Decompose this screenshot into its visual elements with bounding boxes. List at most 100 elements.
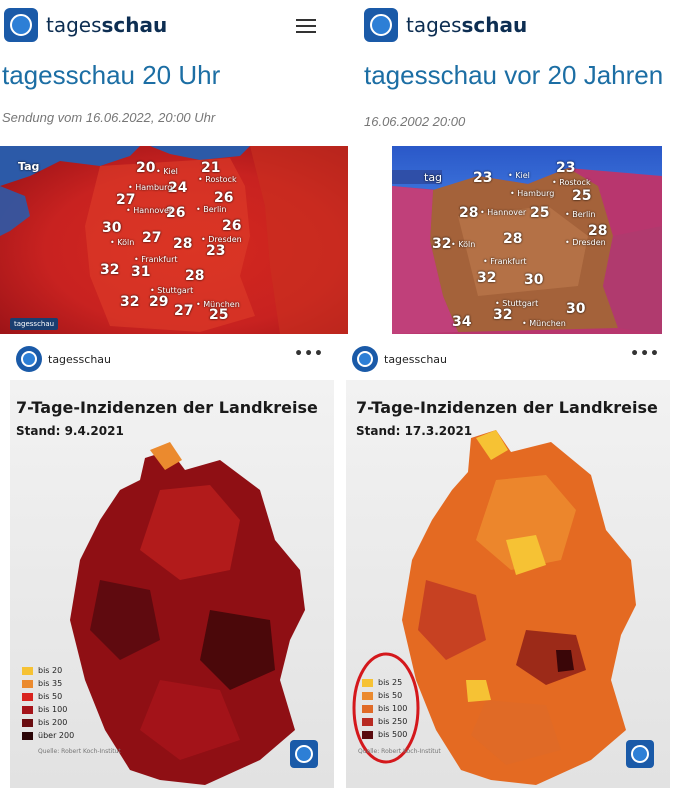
temperature-value: 32 — [100, 262, 120, 278]
temperature-value: 32 — [493, 307, 513, 323]
legend-label: bis 50 — [378, 691, 403, 700]
legend-label: bis 25 — [378, 678, 403, 687]
legend-label: bis 500 — [378, 730, 408, 739]
city-label: • Dresden — [201, 235, 242, 244]
legend-swatch — [362, 730, 373, 739]
city-label: • Frankfurt — [483, 257, 527, 266]
temperature-value: 25 — [530, 205, 550, 221]
legend-label: bis 100 — [378, 704, 408, 713]
legend-label: bis 100 — [38, 705, 68, 714]
germany-map-orange — [402, 430, 636, 785]
source-note: Quelle: Robert Koch-Institut — [38, 748, 121, 755]
city-label: • Köln — [451, 240, 476, 249]
temperature-value: 30 — [102, 220, 122, 236]
city-label: • Köln — [110, 238, 135, 247]
legend-swatch — [22, 731, 33, 740]
city-label: • Hannover — [480, 208, 527, 217]
temperature-value: 25 — [572, 188, 592, 204]
temperature-value: 34 — [452, 314, 472, 330]
legend-entry: bis 35 — [22, 679, 62, 688]
panel-stand: Stand: 9.4.2021 — [16, 424, 124, 438]
tagesschau-logo-icon — [364, 8, 398, 42]
brand-wordmark: tagesschau — [406, 13, 528, 37]
legend-entry: bis 100 — [362, 704, 407, 713]
page-title-left: tagesschau 20 Uhr — [2, 60, 221, 90]
temperature-value: 23 — [206, 243, 226, 259]
legend-swatch — [22, 718, 33, 727]
legend-swatch — [362, 678, 373, 687]
temperature-value: 32 — [477, 270, 497, 286]
map-label-bar — [392, 170, 442, 184]
legend-entry: bis 20 — [22, 666, 62, 675]
more-options-icon[interactable]: ••• — [630, 346, 660, 362]
city-label: • Berlin — [196, 205, 227, 214]
city-label: • Hamburg — [128, 183, 173, 192]
city-label: • Rostock — [198, 175, 237, 184]
temperature-value: 24 — [168, 180, 188, 196]
tagesschau-logo-icon — [16, 346, 42, 372]
panel-graphic: 7-Tage-Inzidenzen der Landkreise Stand: … — [346, 380, 670, 788]
legend-entry: bis 100 — [22, 705, 67, 714]
legend-label: über 200 — [38, 731, 75, 740]
panel-stand: Stand: 17.3.2021 — [356, 424, 473, 438]
tagesschau-logo-icon — [352, 346, 378, 372]
tagesschau-logo-icon — [4, 8, 38, 42]
page-title-right: tagesschau vor 20 Jahren — [364, 60, 664, 90]
panel-brand[interactable]: tagesschau — [352, 346, 447, 372]
tagesschau-corner-logo-icon — [290, 740, 318, 768]
temperature-value: 25 — [209, 307, 229, 323]
temperature-value: 30 — [524, 272, 544, 288]
tagesschau-corner-logo-icon — [626, 740, 654, 768]
incidence-panel-2021-04: tagesschau ••• 7-Tage-Inzidenzen der Lan… — [10, 340, 334, 788]
temperature-value: 28 — [173, 236, 193, 252]
more-options-icon[interactable]: ••• — [294, 346, 324, 362]
legend-label: bis 50 — [38, 692, 63, 701]
weather-map-2022: Tag 20 21 24 27 26 26 30 26 27 28 23 32 31 28 32 29 27 25… — [0, 146, 348, 334]
legend-entry: bis 250 — [362, 717, 407, 726]
legend-entry: über 200 — [22, 731, 74, 740]
temperature-value: 26 — [222, 218, 242, 234]
panel-title: 7-Tage-Inzidenzen der Landkreise — [16, 398, 318, 417]
tagesschau-watermark: tagesschau — [10, 318, 59, 330]
highlight-ring — [352, 652, 420, 764]
temperature-value: 21 — [201, 160, 221, 176]
city-label: • Kiel — [156, 167, 178, 176]
brand-right[interactable]: tagesschau — [364, 8, 527, 42]
panel-brand[interactable]: tagesschau — [16, 346, 111, 372]
legend-label: bis 250 — [378, 717, 408, 726]
weather-map-background — [0, 146, 348, 334]
panel-title: 7-Tage-Inzidenzen der Landkreise — [356, 398, 658, 417]
brand-left[interactable]: tagesschau — [4, 8, 167, 42]
temperature-value: 29 — [149, 294, 169, 310]
temperature-value: 23 — [473, 170, 493, 186]
legend-swatch — [22, 705, 33, 714]
broadcast-date-left: Sendung vom 16.06.2022, 20:00 Uhr — [2, 110, 216, 125]
incidence-panel-2021-03: tagesschau ••• 7-Tage-Inzidenzen der Lan… — [346, 340, 670, 788]
legend-label: bis 35 — [38, 679, 63, 688]
temperature-value: 30 — [566, 301, 586, 317]
city-label: • Hamburg — [510, 189, 555, 198]
temperature-value: 20 — [136, 160, 156, 176]
temperature-value: 26 — [214, 190, 234, 206]
city-label: • Stuttgart — [150, 286, 194, 295]
city-label: • Berlin — [565, 210, 596, 219]
temperature-value: 28 — [503, 231, 523, 247]
panel-graphic: 7-Tage-Inzidenzen der Landkreise Stand: … — [10, 380, 334, 788]
city-label: • Dresden — [565, 238, 606, 247]
temperature-value: 27 — [142, 230, 162, 246]
temperature-value: 32 — [120, 294, 140, 310]
temperature-value: 28 — [588, 223, 608, 239]
legend-entry: bis 200 — [22, 718, 67, 727]
legend-swatch — [362, 704, 373, 713]
legend-swatch — [362, 717, 373, 726]
map-label: Tag — [18, 160, 40, 173]
legend-swatch — [22, 679, 33, 688]
city-label: • Rostock — [552, 178, 591, 187]
city-label: • München — [522, 319, 566, 328]
city-label: • München — [196, 300, 240, 309]
temperature-value: 26 — [166, 205, 186, 221]
legend-entry: bis 50 — [362, 691, 402, 700]
legend-entry: bis 50 — [22, 692, 62, 701]
hamburger-menu-icon[interactable] — [296, 19, 316, 33]
temperature-value: 28 — [459, 205, 479, 221]
